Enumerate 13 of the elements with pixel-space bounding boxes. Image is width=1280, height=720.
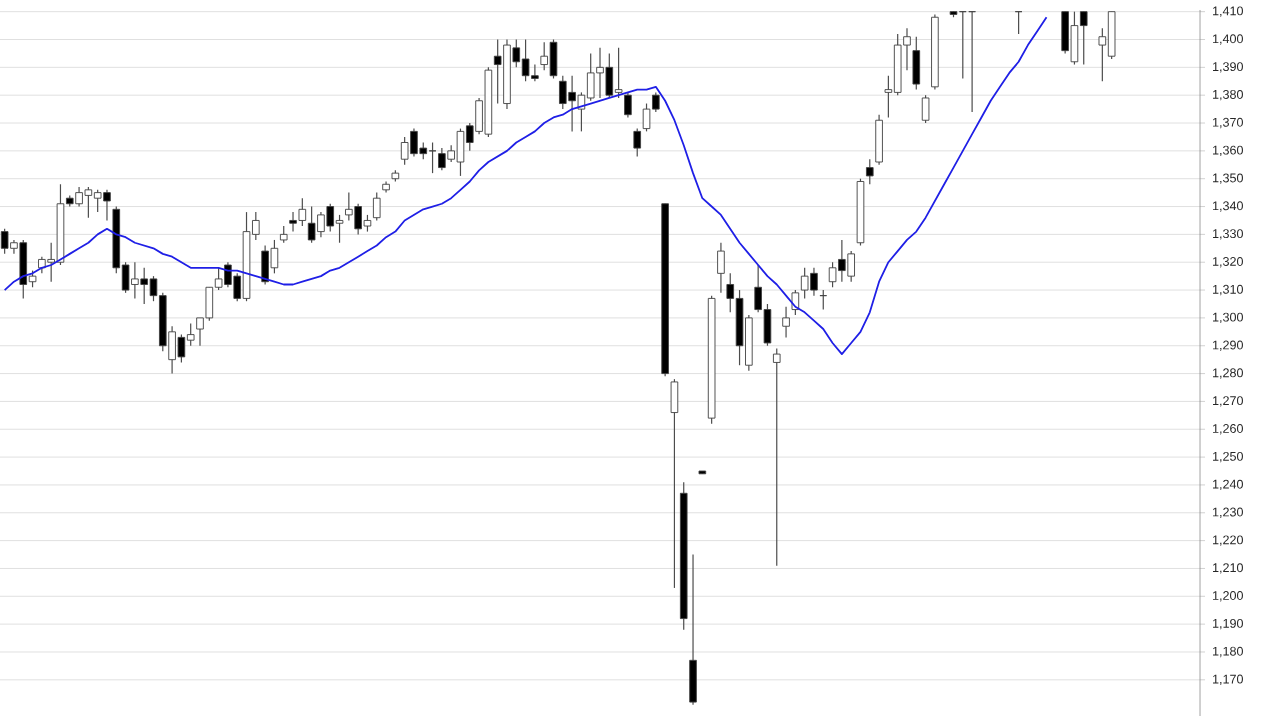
candlestick xyxy=(912,36,921,91)
candlestick xyxy=(782,306,790,338)
candlestick xyxy=(865,158,874,185)
candlestick xyxy=(875,114,883,166)
candlestick xyxy=(689,553,697,706)
candlestick xyxy=(633,127,642,158)
candlestick xyxy=(717,242,725,294)
candlestick xyxy=(670,378,679,589)
candlestick xyxy=(772,347,781,567)
candlestick xyxy=(382,180,390,194)
candlestick xyxy=(921,94,930,124)
candlestick xyxy=(624,91,632,119)
candlestick xyxy=(372,192,381,222)
